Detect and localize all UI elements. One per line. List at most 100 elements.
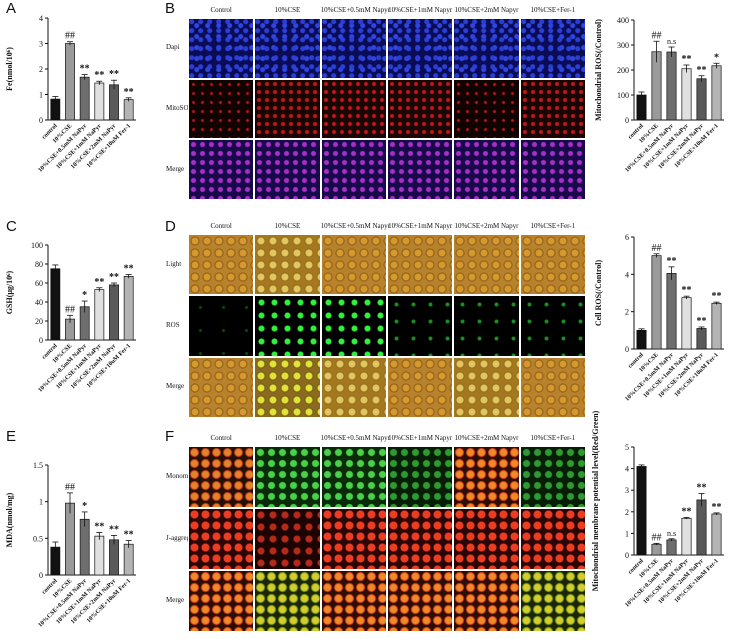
y-tick-label: 0 [39, 336, 43, 345]
micrograph-tile [320, 234, 387, 296]
micrograph-tile [320, 295, 387, 357]
panel-letter-f: F [165, 428, 175, 445]
micrograph-tile [387, 234, 454, 296]
row-label: Merge [166, 164, 185, 173]
micrograph-tile [254, 139, 321, 200]
y-tick-label: 1 [625, 529, 629, 538]
micrograph-tile [453, 234, 520, 296]
y-tick-label: 0 [39, 116, 43, 125]
column-header: 10%CSE+0.5mM Napyr [320, 434, 390, 442]
significance-label: ** [94, 521, 104, 532]
micrograph-tile [453, 356, 520, 418]
micrograph-tile [320, 78, 387, 140]
micrograph-tile [519, 18, 586, 79]
micrograph-tile [254, 508, 321, 570]
chart-mda: 00.511.5MDA(nmol/mg)control##10%CSE*10%C… [5, 461, 136, 629]
bar-4 [109, 539, 119, 576]
micrograph-tile [254, 356, 321, 418]
micrograph-tile [387, 356, 454, 418]
bar-0 [636, 466, 647, 556]
significance-label: ** [124, 263, 134, 274]
bar-1 [65, 43, 75, 121]
significance-label: ** [109, 272, 119, 283]
y-tick-label: 0 [625, 345, 629, 354]
chart-membrane-potential: 0 1 2 3 4 5 Mitochondrial membrane potential l… [591, 410, 724, 609]
column-header: 10%CSE+Fer-1 [530, 434, 576, 442]
column-header: 10%CSE+2mM Napyr [454, 6, 519, 14]
column-header: 10%CSE+0.5mM Napyr [320, 222, 390, 230]
micrograph-tile [519, 139, 586, 200]
significance-label: ## [652, 532, 662, 543]
micrograph-tile [188, 356, 255, 418]
chart-fe-content: 01234Fe(nmol/10⁶)control##10%CSE**10%CSE… [5, 14, 136, 174]
micrograph-tile [188, 570, 255, 632]
panel-letter-a: A [6, 0, 17, 17]
column-header: 10%CSE [274, 222, 301, 230]
significance-label: ## [65, 304, 75, 315]
y-tick-label: 1.5 [33, 461, 43, 470]
significance-label: ** [682, 285, 692, 296]
y-tick-label: 0 [625, 551, 629, 560]
micrograph-tile [519, 446, 586, 508]
panel-letter-e: E [6, 428, 17, 445]
column-header: Control [210, 434, 232, 442]
micrograph-tile [254, 234, 321, 296]
significance-label: ** [682, 506, 692, 517]
micrograph-tile [320, 18, 387, 79]
significance-label: n.s [667, 37, 676, 46]
y-tick-label: 0.5 [33, 534, 43, 543]
y-tick-label: 300 [617, 41, 629, 50]
bar-5 [123, 99, 134, 121]
bar-4 [696, 499, 707, 556]
significance-label: * [82, 290, 87, 301]
significance-label: ** [94, 70, 104, 81]
bar-3 [94, 82, 105, 121]
column-header: 10%CSE+1mM Napyr [388, 6, 453, 14]
micrograph-tile [387, 18, 454, 79]
y-axis-title: Mitochondrial membrane potential level(R… [591, 410, 600, 591]
significance-label: ** [94, 277, 104, 288]
bar-3 [94, 289, 105, 341]
y-tick-label: 6 [625, 233, 629, 242]
significance-label: ** [109, 524, 119, 535]
micrograph-tile [320, 570, 387, 632]
significance-label: ** [697, 482, 707, 493]
y-axis-title: Cell ROS(/Control) [594, 260, 603, 327]
micrograph-tile [254, 78, 321, 140]
column-header: 10%CSE [274, 434, 301, 442]
y-axis-title: MDA(nmol/mg) [5, 492, 14, 547]
micrograph-tile [188, 139, 255, 200]
bar-4 [109, 84, 119, 121]
row-label: Dapi [166, 43, 180, 52]
y-tick-label: 60 [35, 279, 43, 288]
y-tick-label: 4 [625, 270, 629, 279]
column-header: 10%CSE [274, 6, 301, 14]
y-tick-label: 4 [39, 14, 43, 23]
micrograph-tile [453, 295, 520, 357]
micrograph-tile [320, 446, 387, 508]
micrograph-tile [254, 295, 321, 357]
micrograph-tile [320, 508, 387, 570]
y-tick-label: 3 [39, 40, 43, 49]
significance-label: ## [652, 30, 662, 41]
y-tick-label: 2 [625, 308, 629, 317]
micrograph-tile [320, 356, 387, 418]
micrograph-tile [453, 78, 520, 140]
micrograph-tile [387, 295, 454, 357]
micrograph-tile [519, 78, 586, 140]
bar-5 [711, 513, 722, 556]
micrograph-tile [188, 446, 255, 508]
micrograph-tile [254, 446, 321, 508]
bar-5 [711, 65, 722, 121]
y-axis-title: Mitochondrial ROS(/Control) [594, 19, 603, 121]
column-header: Control [210, 222, 232, 230]
significance-label: ** [712, 502, 722, 513]
column-header: 10%CSE+2mM Napyr [454, 434, 519, 442]
chart-gsh: 020406080100GSH(μg/10⁶)control##10%CSE*1… [5, 241, 136, 394]
bar-0 [636, 329, 647, 350]
micrograph-tile [387, 139, 454, 200]
significance-label: ** [697, 65, 707, 76]
bar-3 [681, 297, 692, 350]
y-tick-label: 1 [39, 91, 43, 100]
chart-mitochondrial-ros: 0 100 200 300 400 Mitochondrial ROS(/Control)… [594, 16, 724, 174]
